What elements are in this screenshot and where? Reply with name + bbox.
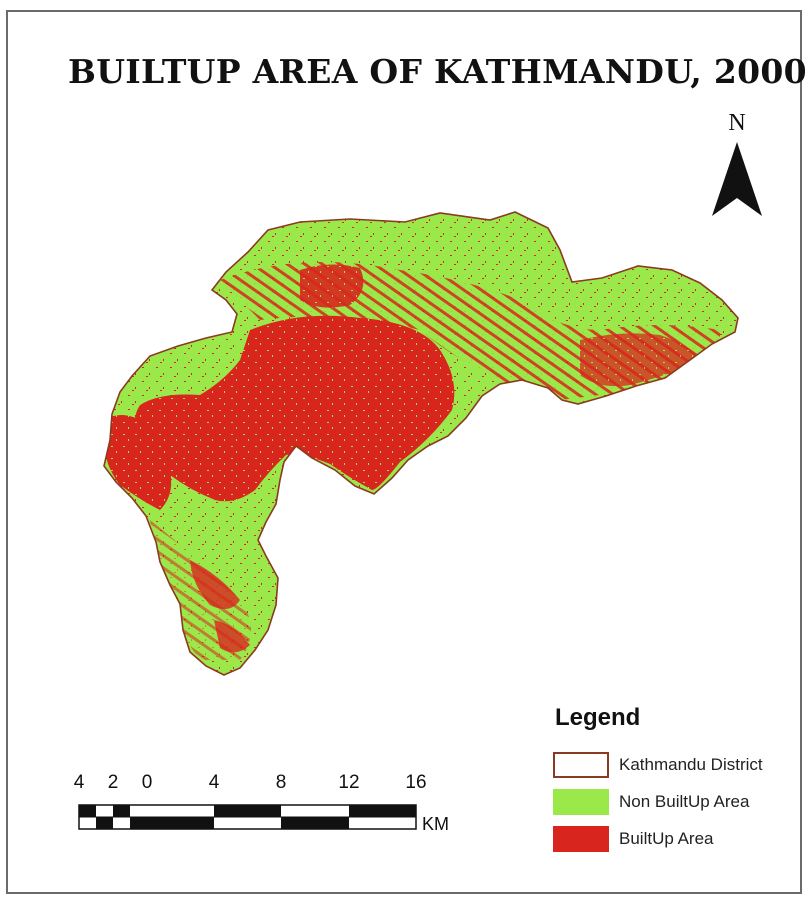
north-arrow: N [704, 110, 770, 225]
legend-swatch [553, 789, 609, 815]
scale-tick-label: 8 [275, 772, 287, 793]
legend-item-kathmandu-district: Kathmandu District [553, 752, 803, 782]
map-title: BUILTUP AREA OF KATHMANDU, 2000 [68, 52, 807, 91]
builtup-area [104, 415, 172, 510]
builtup-area [190, 560, 240, 609]
scale-tick-label: 4 [208, 772, 220, 793]
legend-item-non-builtup: Non BuiltUp Area [553, 789, 803, 819]
builtup-area [300, 264, 364, 308]
builtup-core [135, 315, 455, 502]
scale-tick-label: 12 [338, 772, 360, 793]
legend-swatch [553, 752, 609, 778]
land-cover-layer [104, 212, 738, 675]
legend-swatch [553, 826, 609, 852]
legend-label: BuiltUp Area [619, 829, 714, 848]
north-label: N [728, 110, 746, 136]
scale-tick-label: 16 [405, 772, 427, 793]
legend-item-builtup: BuiltUp Area [553, 826, 803, 856]
legend-label: Kathmandu District [619, 755, 763, 774]
legend-label: Non BuiltUp Area [619, 792, 750, 811]
legend: Legend Kathmandu District Non BuiltUp Ar… [553, 702, 803, 872]
scale-tick-label: 2 [107, 772, 119, 793]
scale-bar-graphic [78, 804, 417, 830]
builtup-area [214, 620, 250, 653]
scale-tick-label: 0 [141, 772, 153, 793]
north-arrow-icon [712, 142, 762, 216]
legend-title: Legend [555, 704, 641, 731]
scale-tick-label: 4 [73, 772, 85, 793]
scale-unit: KM [422, 814, 449, 834]
builtup-area [580, 333, 700, 387]
scale-bar: 4 2 0 4 8 12 16 KM [60, 770, 480, 840]
